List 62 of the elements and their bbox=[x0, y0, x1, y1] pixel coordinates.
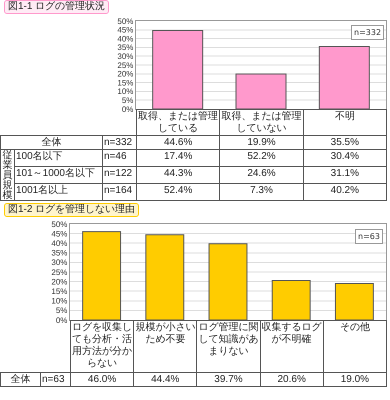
y-tick-label: 30% bbox=[117, 52, 134, 61]
text: n=164 bbox=[102, 183, 137, 201]
y-tick-label: 50% bbox=[51, 220, 68, 229]
x-tick-label: 取得、または管理していない bbox=[219, 109, 304, 136]
x-tick-label: 規模が小さいため不要 bbox=[133, 320, 198, 373]
y-tick-label: 25% bbox=[51, 268, 68, 277]
text: 100名以下 bbox=[14, 149, 103, 167]
y-tick-label: 20% bbox=[51, 277, 68, 286]
data-label: 19.0% bbox=[322, 372, 387, 387]
y-tick-label: 50% bbox=[117, 16, 134, 26]
x-tick-label: ログを収集しても分析・活用方法が分からない bbox=[70, 320, 134, 373]
text: 従業員規模 bbox=[0, 149, 15, 201]
data-label: 20.6% bbox=[260, 372, 324, 387]
y-tick-label: 10% bbox=[117, 87, 134, 96]
y-tick-label: 0% bbox=[122, 104, 134, 114]
y-tick-label: 40% bbox=[51, 239, 68, 248]
x-tick-label: 不明 bbox=[302, 109, 387, 136]
y-tick-label: 15% bbox=[117, 78, 134, 88]
text: 30.4% bbox=[302, 149, 387, 167]
data-label: 46.0% bbox=[70, 372, 134, 387]
y-tick-label: 35% bbox=[117, 43, 134, 52]
x-tick-label: 取得、または管理している bbox=[136, 109, 220, 136]
x-tick-label: 収集するログが不明確 bbox=[260, 320, 324, 373]
y-tick-label: 35% bbox=[51, 248, 68, 258]
text: 31.1% bbox=[302, 166, 387, 184]
chart-title: 図1-1 ログの管理状況 bbox=[4, 0, 110, 14]
y-tick-label: 5% bbox=[122, 96, 134, 105]
annotation: n=332 bbox=[354, 28, 382, 37]
x-tick-label: その他 bbox=[322, 320, 387, 373]
text: 17.4% bbox=[136, 149, 220, 167]
data-label: 35.5% bbox=[302, 135, 387, 150]
chart-title: 図1-2 ログを管理しない理由 bbox=[4, 203, 140, 217]
data-label: 39.7% bbox=[196, 372, 261, 387]
text: 全体 bbox=[0, 135, 103, 150]
text: n=46 bbox=[102, 149, 137, 167]
y-tick-label: 20% bbox=[117, 70, 134, 79]
text: 52.2% bbox=[219, 149, 304, 167]
text: 全体 bbox=[0, 372, 41, 387]
text: 44.3% bbox=[136, 166, 220, 184]
y-tick-label: 30% bbox=[51, 258, 68, 268]
y-tick-label: 45% bbox=[51, 229, 68, 238]
annotation: n=63 bbox=[358, 232, 380, 241]
text: n=332 bbox=[102, 135, 137, 150]
text: 1001名以上 bbox=[14, 183, 103, 201]
text: 52.4% bbox=[136, 183, 220, 201]
text: n=63 bbox=[40, 372, 71, 387]
text: 24.6% bbox=[219, 166, 304, 184]
text: n=122 bbox=[102, 166, 137, 184]
y-tick-label: 5% bbox=[56, 306, 68, 316]
y-tick-label: 15% bbox=[51, 287, 68, 296]
x-tick-label: ログ管理に関して知識があまりない bbox=[196, 320, 261, 373]
y-tick-label: 40% bbox=[117, 34, 134, 44]
data-label: 44.4% bbox=[133, 372, 198, 387]
y-tick-label: 25% bbox=[117, 60, 134, 70]
y-tick-label: 45% bbox=[117, 26, 134, 35]
text: 40.2% bbox=[302, 183, 387, 201]
y-tick-label: 0% bbox=[56, 316, 68, 325]
data-label: 19.9% bbox=[219, 135, 304, 150]
data-label: 44.6% bbox=[136, 135, 220, 150]
text: 101～1000名以下 bbox=[14, 166, 103, 184]
text: 7.3% bbox=[219, 183, 304, 201]
y-tick-label: 10% bbox=[51, 296, 68, 306]
